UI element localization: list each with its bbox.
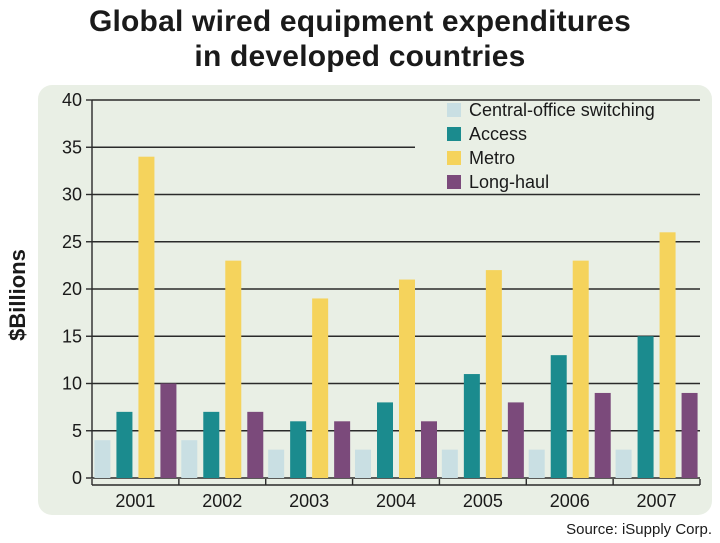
chart-title: Global wired equipment expenditures in d… — [0, 4, 720, 74]
bar-central-office-switching-2001 — [94, 440, 111, 478]
legend: Central-office switching Access Metro Long-… — [447, 100, 655, 192]
bar-long-haul-2003 — [334, 421, 351, 478]
y-tick-label: 15 — [62, 326, 82, 346]
y-tick-label: 25 — [62, 232, 82, 252]
legend-label-access: Access — [469, 124, 527, 144]
legend-swatch-metro — [447, 151, 461, 165]
chart-panel — [38, 85, 712, 515]
bar-metro-2007 — [659, 232, 676, 478]
y-axis-label: $Billions — [5, 249, 30, 341]
bar-metro-2005 — [485, 270, 502, 478]
bar-long-haul-2004 — [421, 421, 437, 478]
bar-access-2003 — [290, 421, 307, 478]
legend-label-long-haul: Long-haul — [469, 172, 549, 192]
x-tick-label-2004: 2004 — [376, 491, 416, 511]
x-tick-label-2007: 2007 — [637, 491, 677, 511]
x-tick-label-2006: 2006 — [550, 491, 590, 511]
bar-access-2001 — [116, 411, 133, 478]
bar-access-2007 — [637, 336, 654, 478]
bar-central-office-switching-2002 — [181, 440, 198, 478]
y-tick-label: 40 — [62, 90, 82, 110]
bar-central-office-switching-2006 — [528, 449, 545, 478]
x-tick-label-2001: 2001 — [115, 491, 155, 511]
x-tick-label-2005: 2005 — [463, 491, 503, 511]
bar-access-2004 — [377, 402, 393, 478]
x-tick-label-2002: 2002 — [202, 491, 242, 511]
bar-long-haul-2006 — [594, 392, 611, 478]
bar-central-office-switching-2007 — [615, 449, 632, 478]
legend-swatch-long-haul — [447, 175, 461, 189]
bar-long-haul-2005 — [507, 402, 524, 478]
y-tick-label: 30 — [62, 185, 82, 205]
bar-access-2005 — [463, 374, 480, 478]
bar-access-2006 — [550, 355, 567, 478]
bar-metro-2003 — [312, 298, 329, 478]
bar-central-office-switching-2003 — [268, 449, 285, 478]
legend-label-metro: Metro — [469, 148, 515, 168]
y-tick-label: 20 — [62, 279, 82, 299]
y-tick-label: 5 — [72, 421, 82, 441]
x-tick-label-2003: 2003 — [289, 491, 329, 511]
bar-long-haul-2001 — [160, 383, 177, 478]
bars — [94, 156, 698, 478]
bar-central-office-switching-2004 — [355, 449, 371, 478]
bar-long-haul-2002 — [247, 411, 264, 478]
bar-metro-2001 — [138, 156, 155, 478]
legend-label-central-office-switching: Central-office switching — [469, 100, 655, 120]
bar-metro-2004 — [399, 279, 415, 478]
legend-swatch-central-office-switching — [447, 103, 461, 117]
bar-metro-2002 — [225, 260, 242, 478]
source-note: Source: iSupply Corp. — [566, 521, 712, 538]
bar-long-haul-2007 — [681, 392, 698, 478]
chart-title-line-2: in developed countries — [194, 40, 526, 73]
y-tick-label: 0 — [72, 468, 82, 488]
legend-swatch-access — [447, 127, 461, 141]
y-tick-label: 10 — [62, 374, 82, 394]
bar-central-office-switching-2005 — [441, 449, 458, 478]
bar-metro-2006 — [572, 260, 589, 478]
chart-title-line-1: Global wired equipment expenditures — [88, 5, 632, 38]
bar-access-2002 — [203, 411, 220, 478]
y-tick-label: 35 — [62, 137, 82, 157]
